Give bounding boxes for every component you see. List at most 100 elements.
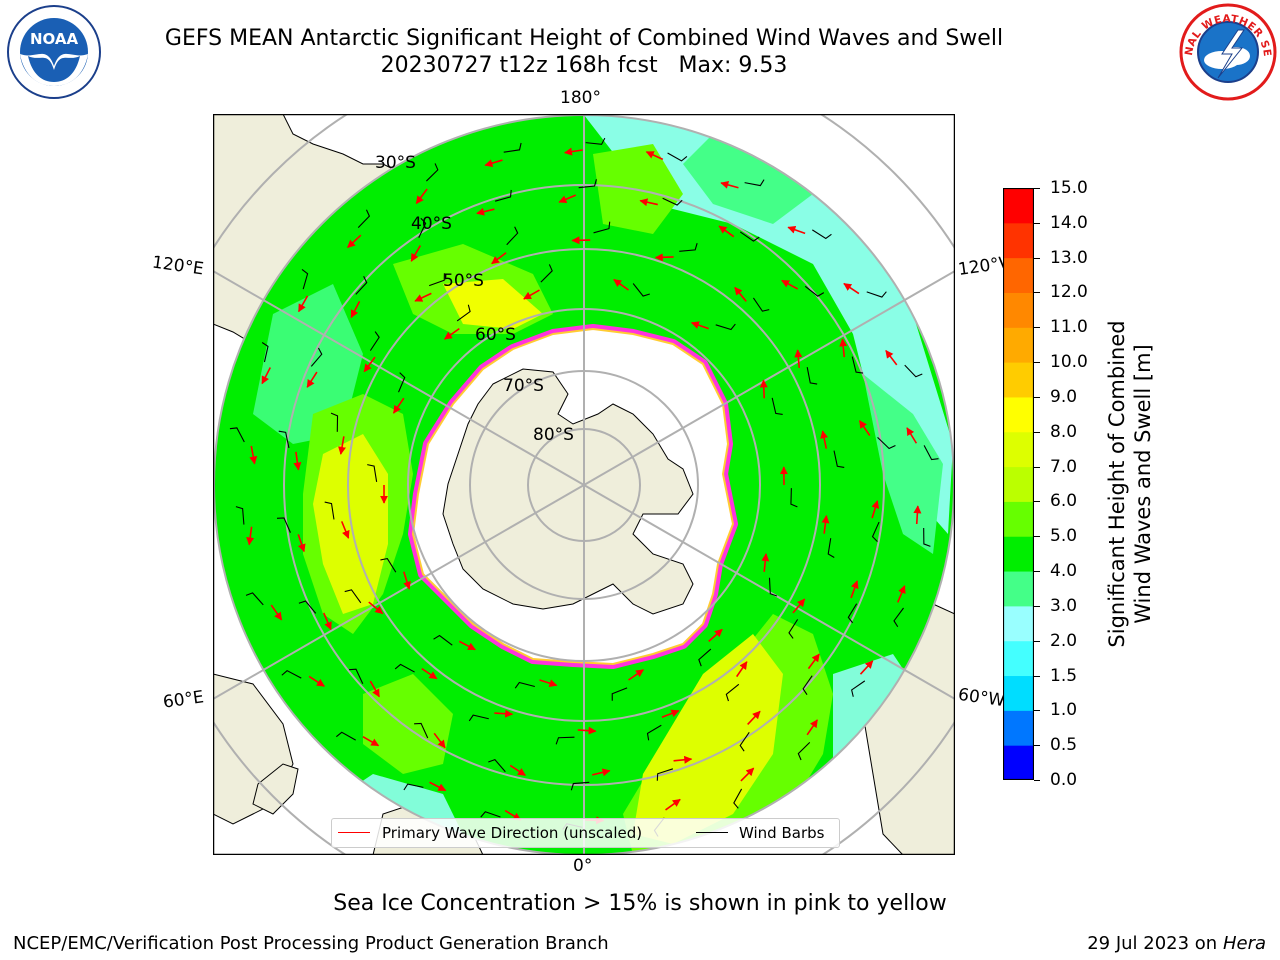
colorbar-segment [1003, 710, 1034, 746]
wave-direction-arrow [564, 147, 583, 156]
wave-direction-arrow [270, 604, 283, 621]
wind-barb [812, 229, 832, 240]
wind-barb [414, 722, 429, 739]
wind-barb [804, 285, 825, 297]
wave-direction-arrow [261, 367, 271, 385]
wind-barb [851, 680, 866, 697]
wind-barb [871, 521, 880, 543]
wind-barb [877, 437, 896, 450]
wave-direction-arrow [735, 661, 748, 678]
colorbar-segment [1003, 571, 1034, 607]
wave-direction-arrow [306, 371, 318, 388]
colorbar-segment [1003, 431, 1034, 468]
wind-barb [570, 781, 590, 791]
legend-barb-swatch [696, 832, 728, 833]
colorbar-tick-label: 9.0 [1050, 386, 1078, 407]
colorbar-segment [1003, 257, 1034, 293]
wave-direction-arrow [297, 295, 309, 313]
wind-barb [827, 538, 835, 558]
wave-direction-arrow [558, 194, 577, 203]
wind-barb [488, 759, 506, 773]
lon-label-60w: 60°W [956, 684, 1007, 712]
wind-barb [833, 450, 845, 468]
wind-barb [235, 506, 245, 525]
wind-barb [679, 243, 698, 252]
wind-barb [733, 788, 743, 809]
colorbar-tick-mark [1034, 222, 1040, 224]
wind-barb [367, 464, 378, 482]
colorbar-tick-label: 14.0 [1050, 212, 1088, 233]
wave-direction-arrow [347, 234, 362, 249]
wave-direction-arrow [297, 534, 306, 553]
colorbar-ticks: 0.0 0.5 1.0 1.5 2.0 3.0 4.0 5.0 6.0 7.0 8.0 9.0 10.0… [1034, 178, 1104, 790]
wind-barb [802, 675, 813, 695]
wind-barb [851, 356, 864, 374]
wave-direction-arrow [850, 580, 859, 599]
wind-barb [357, 209, 371, 228]
wave-direction-arrow [807, 653, 820, 670]
chart-title: GEFS MEAN Antarctic Significant Height o… [164, 26, 1004, 51]
wave-direction-arrow [871, 500, 880, 519]
wind-barb [514, 681, 535, 689]
wave-direction-arrow [718, 225, 735, 238]
antarctica-landmass [442, 368, 694, 615]
wave-direction-arrow [249, 445, 258, 465]
wind-barb [662, 197, 683, 206]
footer-date: 29 Jul 2023 on Hera [1087, 933, 1266, 954]
colorbar-tick-label: 5.0 [1050, 526, 1078, 547]
wind-barb [310, 347, 323, 367]
wave-direction-arrow [443, 327, 460, 340]
wave-arrows [246, 147, 922, 825]
wave-direction-arrow [362, 735, 380, 747]
wave-direction-arrow [913, 505, 922, 525]
colorbar-tick-label: 11.0 [1050, 317, 1088, 338]
colorbar-segment [1003, 536, 1034, 572]
colorbar-label-line2: Wind Waves and Swell [m] [1131, 344, 1155, 624]
wind-barb [355, 276, 368, 295]
lon-label-60e: 60°E [161, 687, 206, 713]
lat-label-60s: 60°S [475, 325, 516, 345]
colorbar-tick-mark [1034, 710, 1040, 712]
nws-logo: NATIONAL WEATHER SERVICE [1178, 2, 1277, 101]
colorbar-tick-label: 3.0 [1050, 595, 1078, 616]
wave-direction-arrow [340, 521, 350, 539]
colorbar-segment [1003, 501, 1034, 537]
wind-barb [278, 430, 290, 449]
wind-barb [797, 742, 811, 761]
wind-barb [324, 501, 335, 520]
wind-barb [578, 179, 597, 189]
colorbar-tick-mark [1034, 257, 1040, 259]
wind-barb [403, 783, 424, 791]
wind-barb [245, 592, 264, 606]
colorbar-segment [1003, 745, 1034, 780]
wind-barb [585, 137, 606, 145]
wave-direction-arrow [293, 451, 302, 471]
colorbar-tick-mark [1034, 188, 1040, 189]
wind-barb [806, 367, 818, 385]
wave-direction-arrow [906, 427, 918, 444]
colorbar-tick-label: 6.0 [1050, 491, 1078, 512]
map-legend: Primary Wave Direction (unscaled) Wind B… [331, 818, 840, 848]
wind-barb [426, 163, 439, 182]
wave-direction-arrow [458, 640, 476, 651]
colorbar-tick-label: 12.0 [1050, 282, 1088, 303]
wave-direction-arrow [673, 755, 693, 764]
wind-barb [336, 731, 356, 741]
wind-barb [369, 331, 380, 351]
polar-map[interactable]: 30°S 40°S 50°S 60°S 70°S 80°S [213, 114, 955, 855]
colorbar-tick-mark [1034, 780, 1040, 781]
colorbar-segment [1003, 327, 1034, 363]
colorbar-segment [1003, 675, 1034, 711]
wave-direction-arrow [859, 660, 874, 675]
wind-barb [923, 527, 931, 547]
wave-direction-arrow [820, 430, 829, 449]
wind-barb [632, 283, 650, 297]
wind-barb [349, 668, 364, 684]
colorbar-tick-mark [1034, 292, 1040, 294]
colorbar-segment [1003, 640, 1034, 677]
wind-barb [330, 412, 339, 432]
wave-direction-arrow [781, 279, 799, 290]
wave-direction-arrow [415, 188, 428, 205]
lat-label-40s: 40°S [411, 214, 452, 234]
noaa-logo: NOAA [7, 5, 101, 99]
